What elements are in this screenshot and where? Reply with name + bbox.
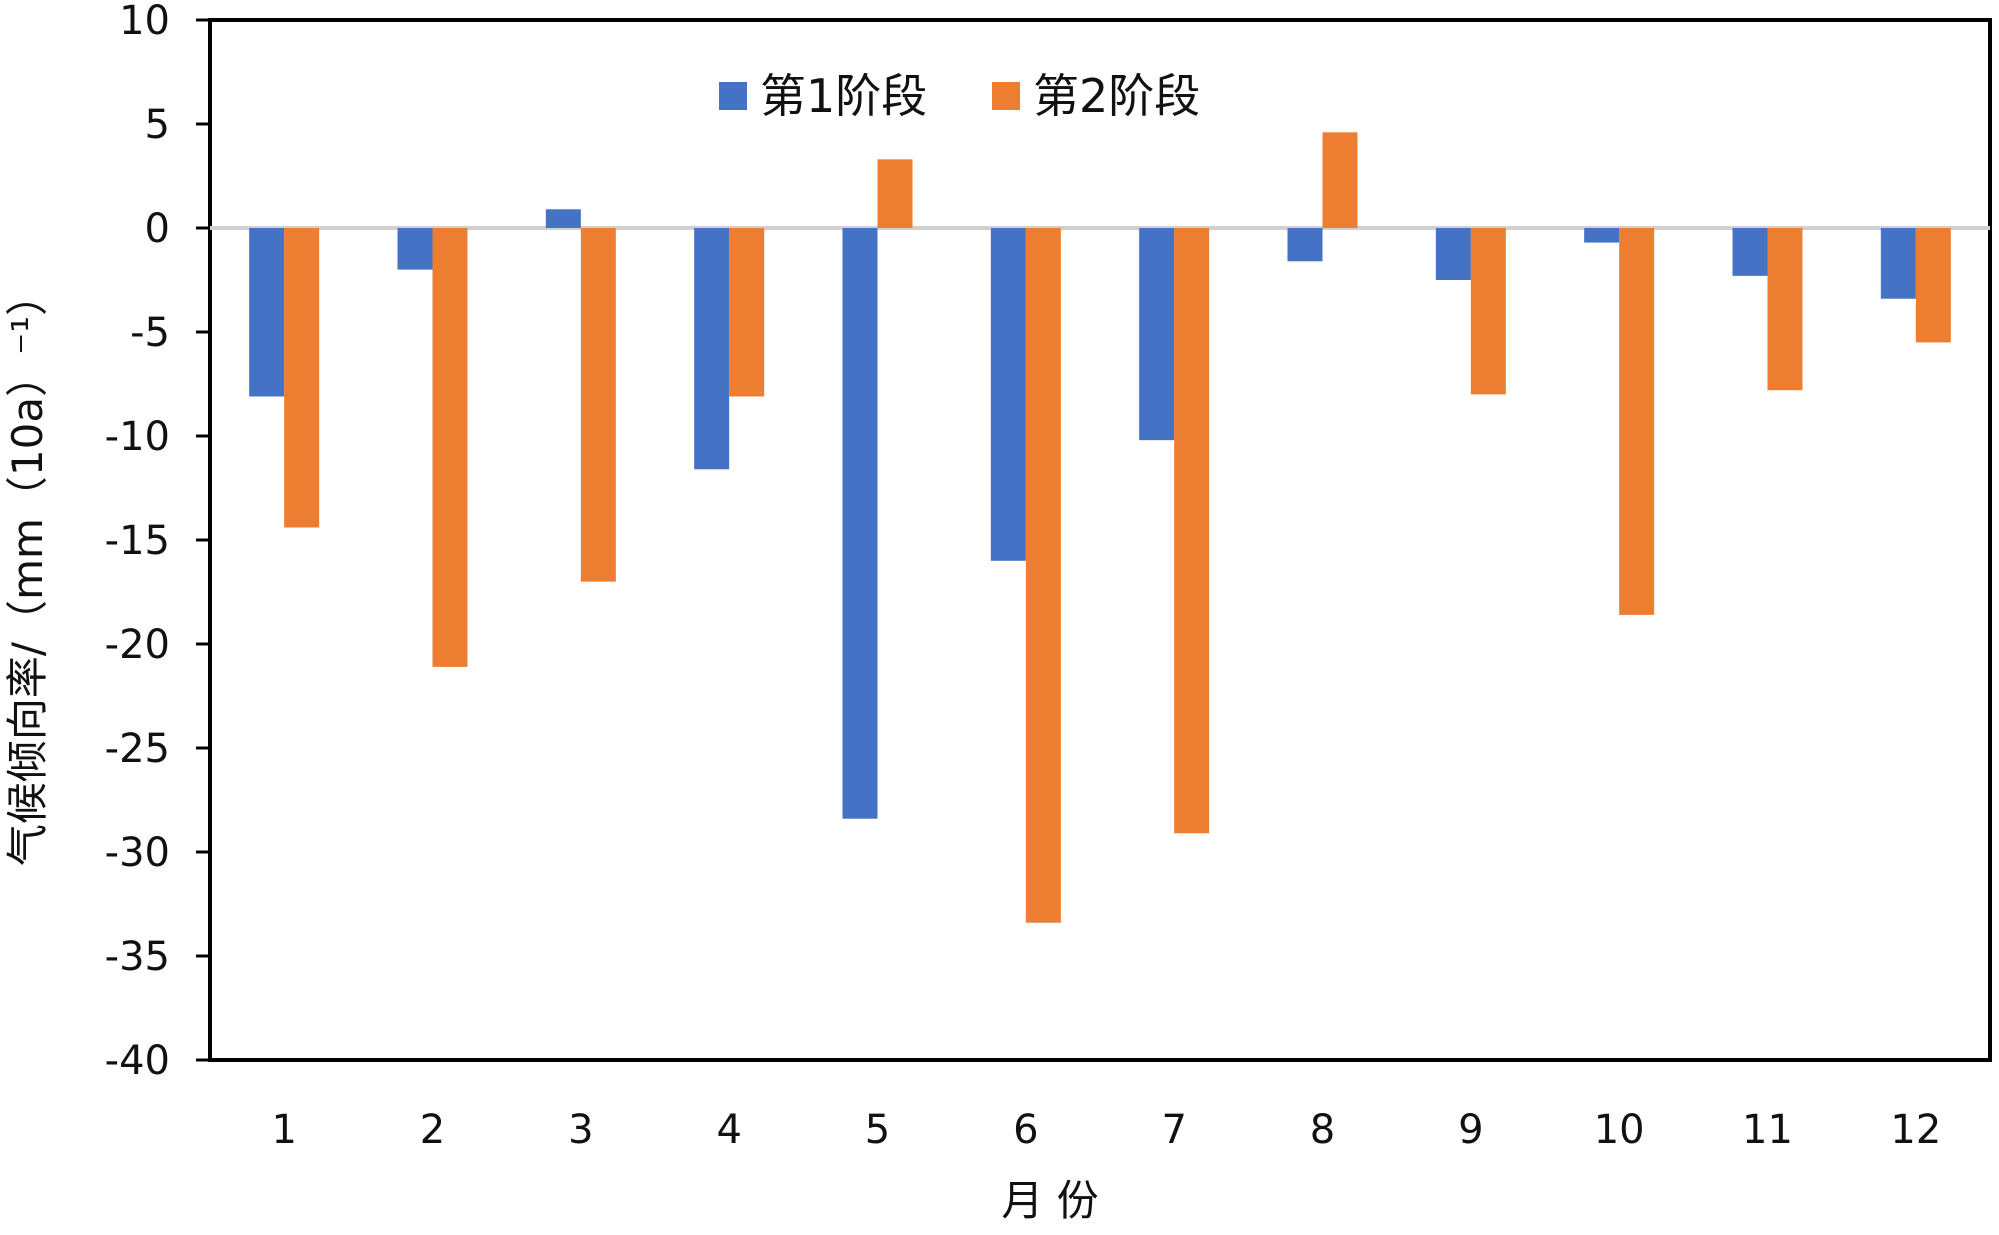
y-tick-label: -30 [105,830,170,876]
bar-series1-5 [842,228,878,819]
legend-swatch-2 [992,82,1020,110]
x-tick-label: 12 [1890,1107,1941,1153]
x-axis-title: 月 份 [1001,1176,1098,1225]
bar-series1-6 [990,228,1026,561]
bar-series2-1 [284,228,320,528]
bar-series2-2 [432,228,468,667]
legend-swatch-1 [719,82,747,110]
bar-series2-4 [729,228,765,397]
x-tick-label: 2 [420,1107,445,1153]
y-axis-ticks: 10 5 0 -5 -10 -15 -20 -25 -30 -35 -40 [105,0,210,1084]
x-tick-label: 11 [1742,1107,1793,1153]
bar-series1-10 [1584,228,1620,243]
bar-series1-9 [1435,228,1471,280]
x-tick-label: 7 [1161,1107,1186,1153]
y-tick-label: -15 [105,518,170,564]
bar-series2-6 [1025,228,1061,923]
bar-series1-8 [1287,228,1323,262]
bars-layer [249,132,1951,923]
bar-series2-12 [1915,228,1951,343]
x-tick-label: 5 [865,1107,890,1153]
y-tick-label: -10 [105,414,170,460]
plot-area [208,18,1992,1062]
x-tick-label: 10 [1594,1107,1645,1153]
y-tick-label: -5 [130,310,170,356]
x-tick-label: 3 [568,1107,593,1153]
y-tick-label: 10 [119,0,170,44]
legend-label-1: 第1阶段 [760,69,927,123]
bar-series1-2 [397,228,433,270]
bar-series1-12 [1880,228,1916,299]
y-tick-label: -25 [105,726,170,772]
bar-series2-5 [877,159,913,228]
y-tick-label: -35 [105,934,170,980]
x-tick-label: 4 [716,1107,741,1153]
y-tick-label: -20 [105,622,170,668]
bar-series2-7 [1174,228,1210,834]
x-tick-label: 6 [1013,1107,1038,1153]
y-tick-label: 0 [145,206,170,252]
bar-series2-8 [1322,132,1358,228]
x-tick-label: 9 [1458,1107,1483,1153]
bar-series2-9 [1470,228,1506,395]
bar-series2-11 [1767,228,1803,391]
bar-series1-11 [1732,228,1768,276]
legend: 第1阶段 第2阶段 [719,69,1200,123]
y-axis-title: 气候倾向率/（mm（10a）⁻¹） [3,274,52,866]
bar-series1-7 [1139,228,1175,441]
x-tick-label: 1 [271,1107,296,1153]
y-tick-label: -40 [105,1038,170,1084]
y-tick-label: 5 [145,102,170,148]
bar-series2-10 [1619,228,1655,615]
legend-label-2: 第2阶段 [1033,69,1200,123]
bar-series1-3 [545,209,581,228]
bar-series2-3 [580,228,616,582]
bar-series1-4 [694,228,730,470]
x-axis-ticks: 1 2 3 4 5 6 7 8 9 10 11 12 [271,1107,1941,1153]
bar-series1-1 [249,228,285,397]
x-tick-label: 8 [1310,1107,1335,1153]
